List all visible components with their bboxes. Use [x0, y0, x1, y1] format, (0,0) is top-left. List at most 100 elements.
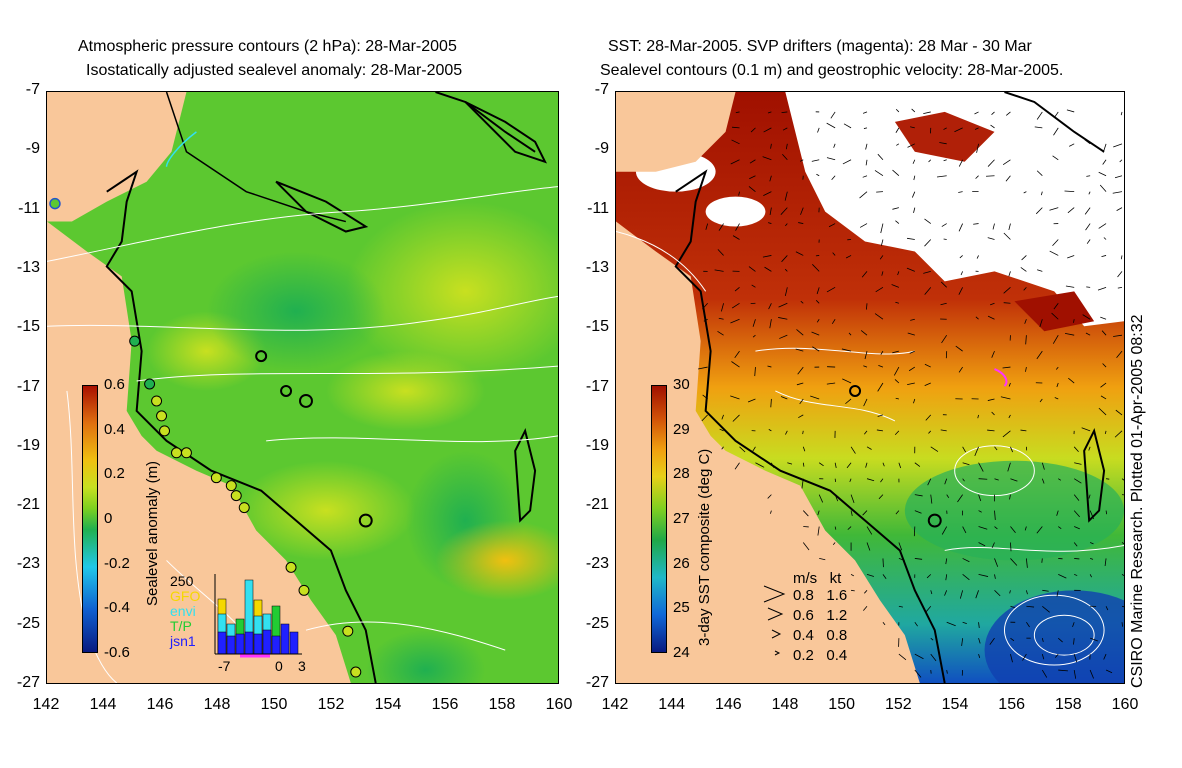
velocity-arrow — [1065, 285, 1075, 288]
velocity-arrow — [1008, 414, 1011, 419]
velocity-arrow — [719, 428, 724, 432]
velocity-arrow — [1114, 430, 1123, 438]
velocity-arrow — [845, 398, 852, 405]
velocity-arrow — [797, 366, 804, 375]
velocity-arrow — [994, 510, 996, 520]
velocity-arrow — [958, 223, 963, 232]
inset-legend-item: T/P — [170, 618, 192, 634]
velocity-arrow — [1049, 207, 1059, 211]
lon-tick-right: 158 — [1054, 696, 1082, 713]
velocity-arrow — [1003, 302, 1011, 304]
velocity-arrow — [1067, 255, 1075, 259]
sealevel-colorbar-label: Sealevel anomaly (m) — [144, 460, 161, 606]
velocity-arrow — [895, 108, 900, 113]
lat-tick-left: -21 — [16, 496, 40, 514]
velocity-arrow — [924, 218, 931, 224]
velocity-arrow — [863, 398, 868, 407]
velocity-arrow — [817, 526, 820, 536]
velocity-arrow — [1026, 605, 1035, 608]
velocity-arrow — [735, 111, 740, 114]
velocity-arrow — [909, 350, 915, 354]
velocity-arrow — [845, 255, 852, 259]
velocity-arrow — [802, 430, 804, 435]
velocity-arrow — [1074, 573, 1078, 576]
velocity-arrow — [859, 191, 868, 199]
velocity-arrow — [754, 367, 756, 377]
velocity-arrow — [1010, 526, 1016, 534]
velocity-arrow — [1006, 111, 1011, 116]
velocity-arrow — [785, 223, 788, 227]
lon-tick-left: 158 — [488, 696, 516, 713]
velocity-arrow — [914, 462, 921, 467]
velocity-legend-header: m/s kt — [793, 570, 842, 587]
velocity-arrow — [769, 319, 772, 329]
velocity-arrow — [1037, 269, 1043, 272]
velocity-arrow — [1104, 430, 1107, 435]
velocity-arrow — [930, 653, 937, 662]
velocity-arrow — [912, 159, 916, 164]
sealevel-colorbar-tick: -0.4 — [104, 599, 130, 617]
velocity-arrow — [799, 398, 804, 405]
velocity-arrow — [752, 446, 756, 452]
velocity-arrow — [1113, 334, 1123, 337]
velocity-arrow — [850, 446, 856, 454]
velocity-arrow — [1036, 111, 1043, 120]
velocity-arrow — [1054, 653, 1059, 658]
velocity-arrow — [1086, 239, 1091, 244]
velocity-arrow — [978, 622, 980, 629]
velocity-arrow — [1117, 271, 1123, 278]
velocity-arrow — [834, 462, 837, 469]
velocity-arrow — [882, 462, 885, 467]
velocity-arrow — [1104, 558, 1107, 567]
velocity-arrow — [731, 139, 740, 145]
velocity-arrow — [1082, 314, 1091, 320]
velocity-arrow — [913, 175, 916, 181]
velocity-arrow — [764, 266, 772, 272]
velocity-arrow — [1121, 478, 1124, 481]
velocity-arrow — [1008, 223, 1011, 231]
velocity-arrow — [1052, 239, 1059, 247]
velocity-arrow — [978, 542, 986, 547]
velocity-arrow — [810, 395, 820, 400]
velocity-arrow — [908, 366, 916, 372]
velocity-arrow — [826, 382, 836, 385]
velocity-arrow — [1088, 494, 1091, 499]
velocity-arrow — [1099, 184, 1107, 192]
velocity-arrow — [1024, 526, 1027, 531]
velocity-arrow — [864, 430, 868, 435]
sealevel-colorbar-tick: 0.4 — [104, 420, 125, 438]
velocity-arrow — [880, 223, 884, 234]
velocity-arrow — [817, 510, 820, 516]
lat-tick-right: -7 — [594, 81, 609, 98]
sst-colorbar-label: 3-day SST composite (deg C) — [696, 448, 713, 646]
lon-tick-left: 148 — [203, 696, 231, 713]
velocity-arrow — [861, 271, 868, 278]
velocity-arrow — [1085, 332, 1091, 336]
velocity-arrow — [815, 300, 820, 304]
velocity-arrow — [1035, 207, 1043, 215]
lat-tick-left: -9 — [25, 140, 40, 158]
velocity-arrow — [939, 142, 947, 145]
lat-tick-right: -15 — [585, 318, 609, 336]
velocity-arrow — [1120, 255, 1123, 260]
velocity-arrow — [811, 159, 820, 162]
velocity-arrow — [1089, 637, 1098, 642]
velocity-arrow — [847, 526, 852, 530]
velocity-arrow — [1008, 382, 1011, 387]
velocity-arrow — [818, 462, 824, 467]
velocity-arrow — [895, 301, 899, 304]
sealevel-colorbar — [82, 385, 98, 653]
velocity-arrow — [962, 558, 970, 563]
lon-tick-left: 144 — [89, 696, 117, 713]
velocity-arrow — [994, 478, 999, 481]
velocity-arrow — [913, 398, 916, 404]
velocity-arrow — [860, 330, 868, 336]
velocity-arrow — [802, 542, 810, 551]
velocity-arrow — [1101, 330, 1107, 336]
velocity-arrow — [926, 574, 932, 579]
velocity-arrow — [914, 653, 924, 660]
lon-tick-right: 144 — [658, 696, 685, 713]
velocity-arrow — [1073, 510, 1080, 518]
velocity-arrow — [1024, 319, 1027, 324]
velocity-arrow — [843, 123, 852, 129]
